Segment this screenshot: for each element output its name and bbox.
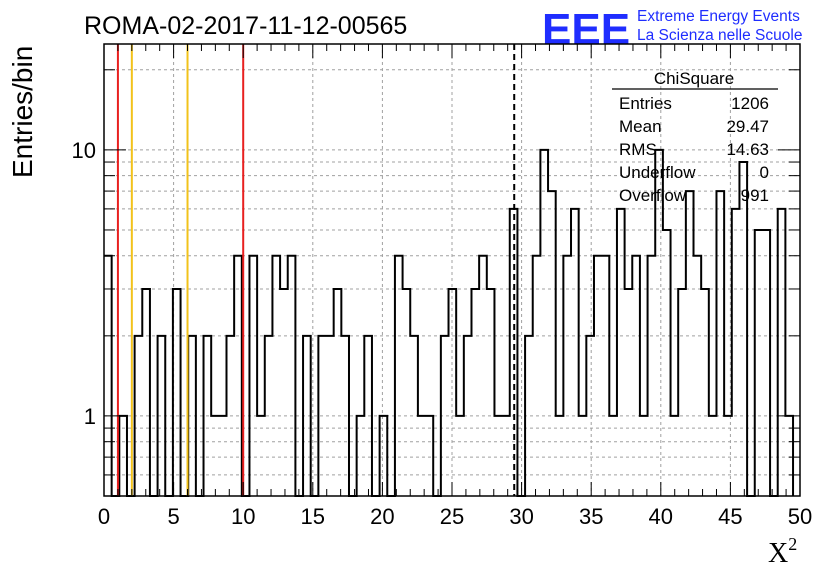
x-tick-label: 30 bbox=[509, 504, 533, 529]
histogram bbox=[104, 148, 795, 497]
histogram-bin bbox=[403, 289, 411, 496]
x-tick-label: 25 bbox=[440, 504, 464, 529]
y-axis-label: Entries/bin bbox=[7, 46, 38, 178]
histogram-bin bbox=[778, 209, 786, 496]
axes: 0 5 10 15 20 25 30 35 40 45 50 1 10 bbox=[72, 43, 812, 529]
histogram-bin bbox=[755, 230, 763, 496]
histogram-bin bbox=[739, 162, 747, 496]
stats-row-label: Mean bbox=[619, 117, 662, 136]
histogram-bin bbox=[694, 256, 702, 496]
histogram-bin bbox=[249, 256, 257, 496]
histogram-bin bbox=[602, 256, 610, 496]
histogram-bin bbox=[280, 289, 288, 496]
stats-row-label: RMS bbox=[619, 140, 657, 159]
histogram-bin bbox=[678, 289, 686, 496]
histogram-bin bbox=[548, 191, 556, 496]
histogram-bin bbox=[533, 256, 541, 496]
stats-row-value: 29.47 bbox=[726, 117, 769, 136]
histogram-bin bbox=[288, 256, 296, 496]
stats-row-value: 14.63 bbox=[726, 140, 769, 159]
histogram-bin bbox=[487, 289, 495, 496]
x-axis-label: X2 bbox=[768, 534, 797, 569]
histogram-bin bbox=[395, 256, 403, 496]
histogram-bin bbox=[479, 256, 487, 496]
histogram-bin bbox=[632, 256, 640, 496]
x-tick-label: 40 bbox=[649, 504, 673, 529]
histogram-bin bbox=[142, 289, 150, 496]
histogram-bin bbox=[732, 209, 740, 496]
y-tick-label: 1 bbox=[84, 404, 96, 429]
x-tick-label: 50 bbox=[788, 504, 812, 529]
y-tick-label: 10 bbox=[72, 138, 96, 163]
histogram-bin bbox=[617, 209, 625, 496]
stats-row-label: Overflow bbox=[619, 186, 687, 205]
histogram-bin bbox=[510, 209, 518, 496]
x-tick-label: 45 bbox=[718, 504, 742, 529]
histogram-bin bbox=[571, 209, 579, 496]
histogram-bin bbox=[716, 191, 724, 496]
stats-row-label: Entries bbox=[619, 94, 672, 113]
histogram-bin bbox=[272, 256, 280, 496]
stats-row-value: 991 bbox=[741, 186, 769, 205]
logo-line-1: Extreme Energy Events bbox=[637, 8, 800, 25]
grid bbox=[104, 44, 800, 496]
histogram-outline bbox=[104, 148, 795, 497]
stats-row-label: Underflow bbox=[619, 163, 696, 182]
histogram-bin bbox=[594, 256, 602, 496]
histogram-bin bbox=[625, 289, 633, 496]
x-tick-label: 15 bbox=[301, 504, 325, 529]
stats-row-value: 0 bbox=[760, 163, 769, 182]
x-tick-label: 5 bbox=[167, 504, 179, 529]
x-tick-label: 10 bbox=[231, 504, 255, 529]
histogram-bin bbox=[334, 289, 342, 496]
histogram-bin bbox=[563, 256, 571, 496]
histogram-bin bbox=[234, 256, 242, 496]
x-tick-label: 0 bbox=[98, 504, 110, 529]
histogram-bin bbox=[762, 230, 770, 496]
histogram-bin bbox=[471, 289, 479, 496]
x-tick-label: 20 bbox=[370, 504, 394, 529]
histogram-bin bbox=[648, 256, 656, 496]
stats-row-value: 1206 bbox=[731, 94, 769, 113]
x-tick-label: 35 bbox=[579, 504, 603, 529]
histogram-bin bbox=[701, 289, 709, 496]
histogram-bin bbox=[540, 150, 548, 496]
stats-box: ChiSquare Entries 1206 Mean 29.47 RMS 14.63 Un… bbox=[612, 69, 778, 205]
histogram-bin bbox=[104, 256, 112, 496]
chart-title: ROMA-02-2017-11-12-00565 bbox=[84, 12, 407, 40]
eee-logo: EEE bbox=[542, 5, 630, 54]
histogram-bin bbox=[663, 230, 671, 496]
reference-lines bbox=[116, 44, 516, 496]
stats-title: ChiSquare bbox=[654, 69, 734, 88]
logo-line-2: La Scienza nelle Scuole bbox=[637, 27, 802, 44]
histogram-bin bbox=[686, 191, 694, 496]
